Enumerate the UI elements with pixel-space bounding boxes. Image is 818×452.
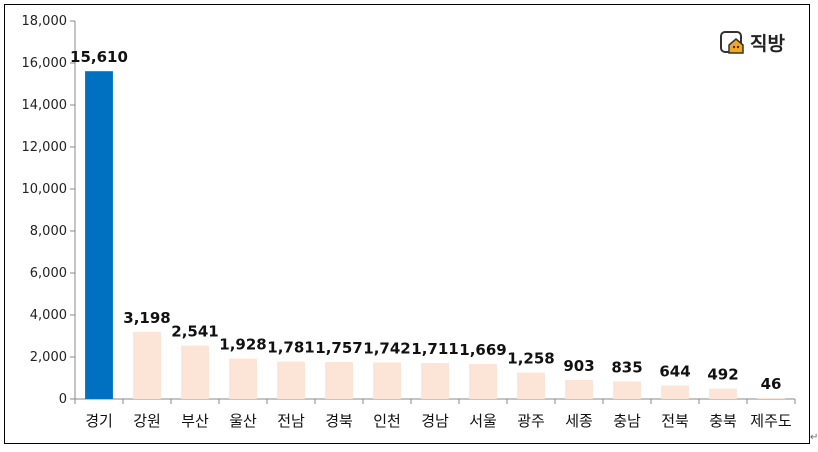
bar-10 (517, 372, 545, 399)
brand-name: 직방 (750, 33, 785, 55)
x-tick-label: 제주도 (750, 412, 792, 430)
bar-5 (277, 361, 305, 399)
bar-4 (229, 358, 257, 399)
data-label: 1,669 (459, 341, 506, 359)
data-label: 3,198 (123, 309, 170, 327)
x-tick-label: 경북 (325, 412, 353, 430)
data-label: 1,757 (315, 339, 362, 357)
y-tick-label: 0 (59, 392, 67, 407)
data-label: 1,781 (267, 339, 314, 357)
x-tick-label: 경남 (421, 412, 449, 430)
x-tick-label: 세종 (565, 412, 593, 430)
x-tick-label: 인천 (373, 412, 401, 430)
x-tick-label: 광주 (517, 412, 545, 430)
y-tick-label: 10,000 (22, 182, 68, 197)
data-label: 15,610 (70, 48, 128, 66)
bar-3 (181, 345, 209, 399)
y-tick-label: 18,000 (22, 14, 68, 29)
y-tick-label: 16,000 (22, 56, 68, 71)
bar-15 (757, 398, 785, 399)
bar-6 (325, 362, 353, 399)
y-tick-label: 12,000 (22, 140, 68, 155)
bar-7 (373, 362, 401, 399)
y-tick-label: 4,000 (30, 308, 67, 323)
x-tick-label: 강원 (133, 412, 161, 430)
bar-chart: 0 2,000 4,000 6,000 8,000 10,000 12,000 14,000 1… (22, 14, 796, 430)
data-label: 2,541 (171, 323, 218, 341)
data-label: 46 (761, 375, 782, 393)
x-tick-label: 울산 (229, 412, 257, 430)
bar-8 (421, 363, 449, 399)
x-tick-label: 부산 (181, 412, 209, 430)
x-tick-label: 전남 (277, 412, 305, 430)
y-tick-label: 14,000 (22, 98, 68, 113)
paragraph-return-mark: ↵ (810, 432, 818, 443)
data-label: 835 (611, 358, 642, 376)
data-label: 644 (659, 362, 690, 380)
data-label: 1,742 (363, 339, 410, 357)
x-tick-label: 충남 (613, 412, 641, 430)
data-label: 1,711 (411, 340, 458, 358)
bar-11 (565, 380, 593, 399)
house-icon (720, 30, 744, 54)
x-tick-label: 전북 (661, 412, 689, 430)
data-label: 1,258 (507, 350, 554, 368)
data-label: 492 (707, 366, 738, 384)
data-label: 1,928 (219, 336, 266, 354)
x-tick-label: 경기 (85, 412, 113, 430)
bar-12 (613, 381, 641, 399)
y-tick-label: 6,000 (30, 266, 67, 281)
y-tick-label: 2,000 (30, 350, 67, 365)
x-tick-label: 서울 (469, 412, 497, 430)
x-tick-label: 충북 (709, 412, 737, 430)
data-label: 903 (563, 357, 594, 375)
bar-1 (85, 71, 113, 399)
bar-13 (661, 385, 689, 399)
bar-9 (469, 363, 497, 399)
bar-2 (133, 331, 161, 399)
chart-frame: 0 2,000 4,000 6,000 8,000 10,000 12,000 14,000 1… (4, 4, 810, 444)
bar-14 (709, 388, 737, 399)
brand-logo: 직방 (720, 29, 785, 56)
y-tick-label: 8,000 (30, 224, 67, 239)
